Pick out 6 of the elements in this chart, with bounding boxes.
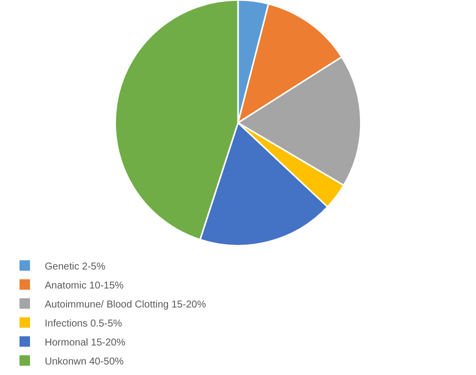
legend-label: Hormonal 15-20% bbox=[44, 337, 126, 348]
legend-label: Infections 0.5-5% bbox=[44, 318, 122, 330]
legend-label: Anatomic 10-15% bbox=[44, 280, 124, 292]
legend-label: Unkonwn 40-50% bbox=[44, 356, 124, 368]
legend-label: Genetic 2-5% bbox=[44, 261, 106, 272]
legend-label: Autoimmune/ Blood Clotting 15-20% bbox=[44, 299, 206, 310]
